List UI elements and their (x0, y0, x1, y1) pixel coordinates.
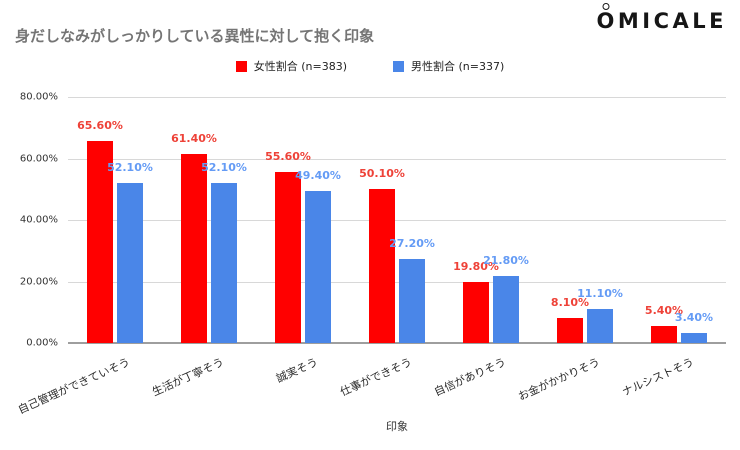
bar-female (275, 172, 301, 343)
bar-female (369, 188, 395, 343)
bar-value-label-male: 11.10% (577, 286, 623, 300)
bar-value-label-female: 50.10% (359, 166, 405, 180)
bar-value-label-male: 49.40% (295, 169, 341, 183)
x-axis-category-label: お金がかかりそう (516, 355, 602, 404)
x-axis-category-label: ナルシストそう (620, 355, 696, 399)
gridline (68, 281, 726, 283)
chart-title: 身だしなみがしっかりしている異性に対して抱く印象 (15, 27, 375, 45)
bar-male (493, 275, 519, 343)
logo-ring-o: O (596, 9, 618, 33)
bar-value-label-male: 52.10% (201, 160, 247, 174)
gridline (68, 220, 726, 221)
x-axis-category-label: 自己管理ができていそう (16, 355, 132, 417)
y-axis: 80.00% 60.00% 40.00% 20.00% 0.00% (0, 92, 58, 349)
legend-label-male: 男性割合 (n=337) (411, 60, 505, 73)
gridline (68, 158, 726, 160)
bar-male (211, 182, 237, 343)
x-axis-category-label: 仕事ができそう (338, 355, 414, 399)
y-axis-tick-label: 60.00% (19, 153, 58, 164)
x-axis-title: 印象 (386, 420, 408, 433)
bar-value-label-female: 55.60% (265, 150, 311, 164)
logo-rest: MICALE (617, 9, 727, 33)
bar-value-label-male: 52.10% (107, 160, 153, 174)
gridline (68, 97, 726, 98)
y-axis-tick-label: 40.00% (19, 214, 58, 226)
y-axis-tick-label: 0.00% (26, 337, 58, 349)
x-axis-category-label: 自信がありそう (432, 355, 508, 399)
bar-female (86, 141, 113, 343)
bar-male (305, 191, 331, 343)
bar-female (651, 326, 677, 343)
legend-item-male: 男性割合 (n=337) (393, 58, 504, 74)
plot-area: 印象 65.60% 52.10% 自己管理ができていそう 61.40% 52.10% 生活… (16, 97, 726, 433)
x-axis-line (68, 342, 726, 344)
legend-swatch-female (235, 60, 247, 72)
bar-value-label-female: 61.40% (171, 132, 217, 146)
bar-value-label-male: 27.20% (389, 237, 435, 251)
y-axis-tick-label: 80.00% (19, 91, 58, 103)
bar-value-label-male: 21.80% (483, 253, 529, 267)
bar-male (587, 308, 613, 343)
legend-item-female: 女性割合 (n=383) (235, 58, 347, 74)
legend-swatch-male (393, 60, 404, 72)
legend: 女性割合 (n=383) 男性割合 (n=337) (0, 58, 740, 74)
bar-male (116, 182, 143, 343)
bar-value-label-female: 19.80% (453, 260, 499, 274)
bar-value-label-female: 8.10% (550, 296, 590, 310)
bar-male (681, 332, 707, 343)
bar-female (463, 282, 489, 343)
bar-female (181, 154, 207, 343)
bar-female (557, 318, 583, 343)
bar-value-label-male: 3.40% (674, 310, 714, 324)
bar-value-label-female: 65.60% (77, 119, 123, 133)
y-axis-tick-label: 20.00% (19, 276, 58, 287)
x-axis-category-label: 生活が丁寧そう (150, 355, 226, 399)
legend-label-female: 女性割合 (n=383) (253, 60, 347, 73)
x-axis-category-label: 誠実そう (274, 355, 320, 386)
bar-male (399, 259, 425, 343)
brand-logo: OMICALE (597, 9, 727, 33)
bar-value-label-female: 5.40% (644, 304, 684, 318)
